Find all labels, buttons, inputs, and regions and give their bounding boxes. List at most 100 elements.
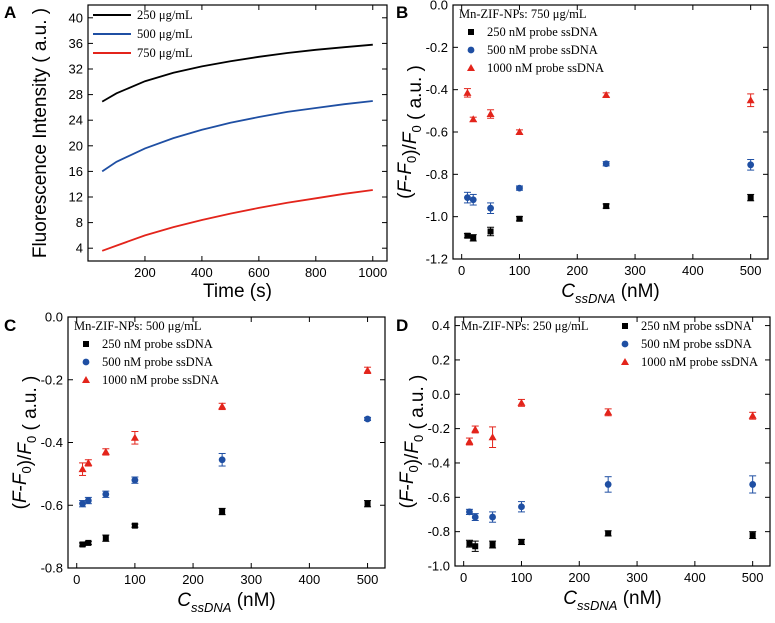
data-point bbox=[602, 90, 611, 98]
data-point bbox=[472, 543, 479, 550]
data-point bbox=[131, 522, 138, 529]
y-tick-label: 0.0 bbox=[45, 310, 63, 325]
y-tick-label: -1.0 bbox=[426, 209, 448, 224]
x-axis-label: CssDNA (nM) bbox=[561, 281, 660, 306]
y-tick-label: -0.2 bbox=[41, 372, 63, 387]
legend-label: 500 nM probe ssDNA bbox=[102, 355, 213, 369]
series-line bbox=[101, 189, 373, 252]
y-tick-label: -0.2 bbox=[426, 40, 448, 55]
legend-label: 1000 nM probe ssDNA bbox=[102, 373, 219, 387]
y-tick-label: -0.4 bbox=[426, 82, 448, 97]
legend-label: 500 nM probe ssDNA bbox=[641, 337, 752, 351]
legend-swatch bbox=[83, 341, 89, 347]
series-2: 750 μg/mL bbox=[93, 46, 373, 252]
x-tick-label: 200 bbox=[182, 572, 204, 587]
data-point bbox=[471, 513, 479, 521]
data-point bbox=[84, 497, 92, 504]
data-point bbox=[602, 160, 610, 168]
x-axis-label: CssDNA (nM) bbox=[563, 588, 662, 613]
x-tick-label: 500 bbox=[357, 572, 379, 587]
series-line bbox=[101, 100, 373, 173]
x-tick-label: 500 bbox=[740, 263, 762, 278]
legend-swatch bbox=[621, 340, 629, 348]
y-axis-label: (F-F0)/F0 ( a.u. ) bbox=[397, 375, 428, 509]
legend-swatch bbox=[468, 29, 474, 35]
data-point bbox=[464, 194, 471, 202]
legend-label: 500 nM probe ssDNA bbox=[487, 43, 598, 57]
y-tick-label: -0.8 bbox=[426, 167, 448, 182]
y-tick-label: 0.4 bbox=[432, 318, 450, 333]
data-point bbox=[489, 513, 496, 521]
panel-label-c: C bbox=[4, 316, 16, 335]
data-point bbox=[102, 535, 109, 542]
y-tick-label: -0.6 bbox=[426, 125, 448, 140]
legend-swatch bbox=[467, 46, 475, 54]
legend-label: 1000 nM probe ssDNA bbox=[641, 355, 758, 369]
y-tick-label: -0.4 bbox=[428, 455, 450, 470]
legend-label: 250 nM probe ssDNA bbox=[102, 337, 213, 351]
data-point bbox=[748, 411, 757, 419]
data-point bbox=[489, 541, 496, 548]
legend-swatch bbox=[82, 358, 90, 366]
plot-frame bbox=[454, 316, 771, 567]
panel-annotation: Mn-ZIF-NPs: 750 μg/mL bbox=[459, 7, 587, 21]
series-0: 250 nM probe ssDNA bbox=[463, 25, 755, 242]
data-point bbox=[605, 530, 612, 537]
data-point bbox=[604, 481, 612, 488]
legend-label: 1000 nM probe ssDNA bbox=[487, 61, 604, 75]
y-tick-label: 24 bbox=[69, 113, 83, 128]
y-tick-label: -0.8 bbox=[41, 561, 63, 576]
data-point bbox=[101, 447, 110, 455]
data-point bbox=[469, 115, 478, 123]
y-tick-label: -0.8 bbox=[428, 524, 450, 539]
data-point bbox=[518, 503, 525, 511]
panel-label-d: D bbox=[396, 316, 408, 335]
data-point bbox=[130, 433, 139, 441]
data-point bbox=[746, 96, 755, 104]
y-tick-label: 8 bbox=[76, 215, 83, 230]
legend-swatch bbox=[467, 64, 475, 71]
data-point bbox=[487, 204, 494, 212]
y-tick-label: -1.2 bbox=[426, 252, 448, 267]
plot-frame bbox=[87, 4, 388, 262]
data-point bbox=[516, 215, 523, 222]
data-point bbox=[84, 458, 93, 466]
y-tick-label: -0.2 bbox=[428, 421, 450, 436]
series-2: 1000 nM probe ssDNA bbox=[465, 355, 758, 449]
y-tick-label: 0.0 bbox=[432, 387, 450, 402]
series-2: 1000 nM probe ssDNA bbox=[463, 61, 755, 135]
x-tick-label: 200 bbox=[566, 263, 588, 278]
data-point bbox=[517, 398, 526, 406]
x-tick-label: 300 bbox=[626, 570, 648, 585]
data-point bbox=[465, 437, 474, 445]
data-point bbox=[466, 540, 473, 547]
x-tick-label: 300 bbox=[240, 572, 262, 587]
y-axis-label: (F-F0)/F0 ( a.u. ) bbox=[395, 65, 426, 199]
data-point bbox=[471, 425, 480, 433]
series-0: 250 μg/mL bbox=[93, 8, 373, 103]
panel-label-a: A bbox=[4, 3, 16, 22]
data-point bbox=[470, 234, 477, 241]
legend-label: 250 nM probe ssDNA bbox=[641, 319, 752, 333]
series-0: 250 nM probe ssDNA bbox=[79, 337, 372, 548]
x-tick-label: 500 bbox=[742, 570, 764, 585]
y-tick-label: 40 bbox=[69, 10, 83, 25]
data-point bbox=[131, 476, 139, 484]
data-point bbox=[218, 402, 227, 410]
data-point bbox=[218, 456, 226, 464]
y-tick-label: 28 bbox=[69, 87, 83, 102]
panel-a: A 200 400 600 800 1000 4 8 12 16 20 24 28 32 36 40 Time … bbox=[4, 3, 388, 302]
legend-label: 250 nM probe ssDNA bbox=[487, 25, 598, 39]
y-tick-label: -0.6 bbox=[41, 498, 63, 513]
data-point bbox=[516, 184, 523, 192]
data-point bbox=[463, 88, 472, 96]
data-point bbox=[364, 500, 371, 507]
series-1: 500 nM probe ssDNA bbox=[463, 43, 755, 214]
data-point bbox=[604, 408, 613, 416]
x-tick-label: 400 bbox=[299, 572, 321, 587]
y-tick-label: -1.0 bbox=[428, 559, 450, 574]
data-point bbox=[102, 490, 110, 498]
data-point bbox=[78, 465, 87, 473]
panel-annotation: Mn-ZIF-NPs: 250 μg/mL bbox=[461, 319, 589, 333]
